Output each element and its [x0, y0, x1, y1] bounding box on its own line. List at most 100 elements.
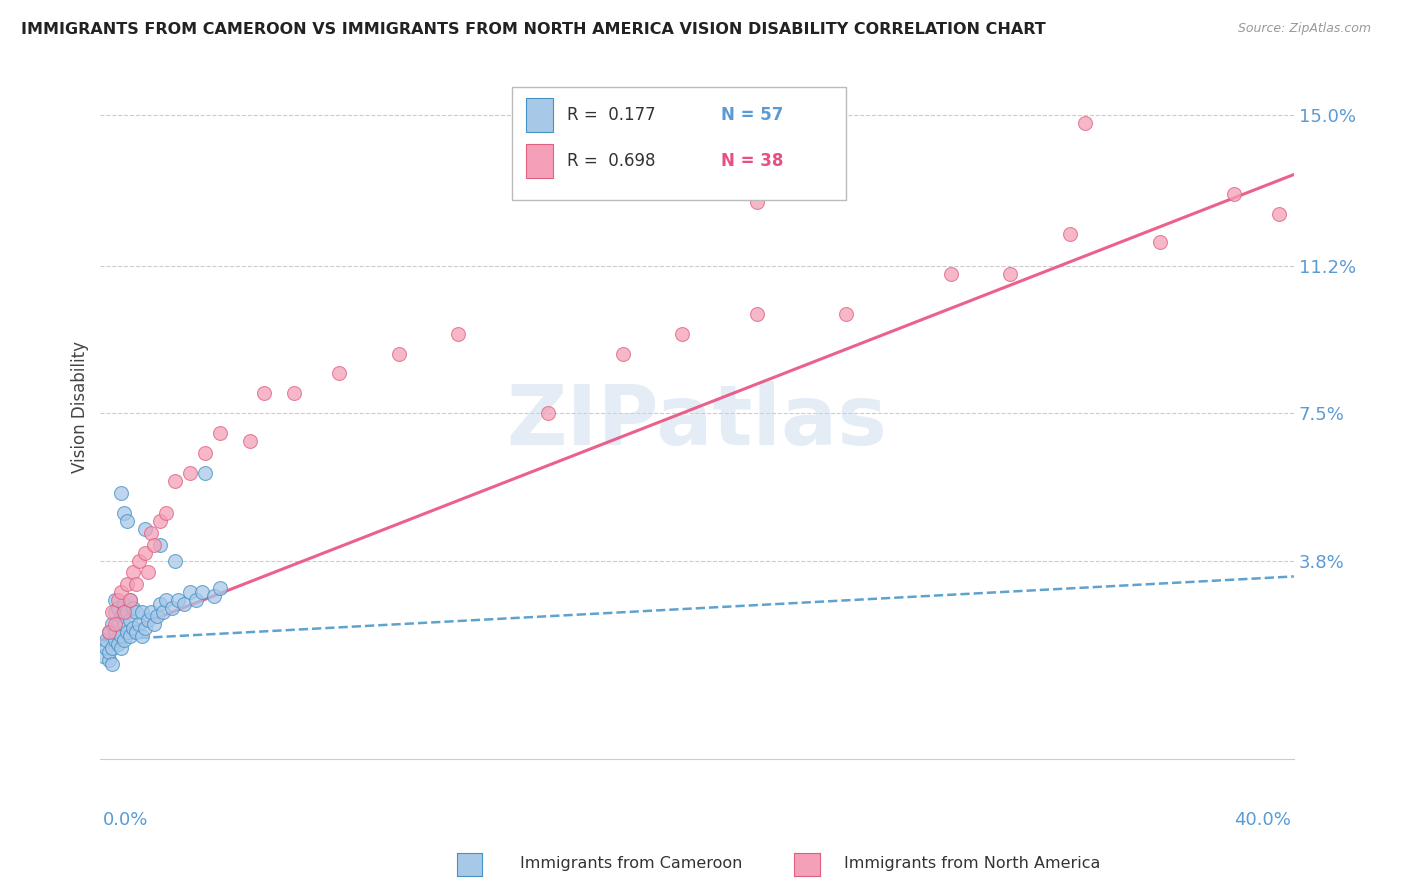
Point — [173, 597, 195, 611]
Point — [131, 605, 153, 619]
Point — [112, 506, 135, 520]
Point — [101, 641, 124, 656]
Point — [152, 605, 174, 619]
Point — [202, 590, 225, 604]
Point — [1059, 227, 1081, 242]
Point — [120, 593, 142, 607]
Point — [283, 386, 305, 401]
Point — [939, 267, 962, 281]
Point — [107, 593, 129, 607]
Point — [128, 553, 150, 567]
Point — [110, 641, 132, 656]
Point — [104, 617, 127, 632]
Point — [122, 621, 145, 635]
Point — [447, 326, 470, 341]
Text: ZIPatlas: ZIPatlas — [506, 381, 887, 462]
Point — [671, 326, 693, 341]
Point — [143, 617, 166, 632]
Point — [122, 566, 145, 580]
Point — [139, 525, 162, 540]
Point — [112, 617, 135, 632]
Point — [115, 625, 138, 640]
Point — [112, 597, 135, 611]
Text: 0.0%: 0.0% — [103, 811, 149, 830]
Point — [139, 605, 162, 619]
Bar — [526, 144, 553, 178]
Point — [122, 601, 145, 615]
Point — [1268, 207, 1291, 221]
Point — [115, 605, 138, 619]
Point — [96, 633, 118, 648]
Point — [110, 629, 132, 643]
Point — [104, 625, 127, 640]
Point — [131, 629, 153, 643]
Point — [104, 605, 127, 619]
Point — [104, 633, 127, 648]
Point — [91, 648, 114, 663]
Point — [112, 605, 135, 619]
Point — [191, 585, 214, 599]
Point — [149, 538, 172, 552]
Point — [167, 593, 190, 607]
Point — [110, 609, 132, 624]
Point — [128, 617, 150, 632]
Point — [120, 593, 142, 607]
Point — [537, 406, 560, 420]
Text: 40.0%: 40.0% — [1234, 811, 1291, 830]
Point — [155, 593, 177, 607]
Point — [136, 613, 159, 627]
Point — [163, 474, 186, 488]
Point — [1223, 187, 1246, 202]
Point — [612, 346, 634, 360]
Point — [120, 629, 142, 643]
Point — [101, 617, 124, 632]
Point — [194, 446, 217, 460]
Point — [98, 645, 121, 659]
Point — [115, 577, 138, 591]
Point — [149, 514, 172, 528]
Point — [1000, 267, 1022, 281]
Point — [98, 653, 121, 667]
Y-axis label: Vision Disability: Vision Disability — [72, 342, 89, 474]
Bar — [526, 98, 553, 132]
Point — [134, 621, 156, 635]
Point — [388, 346, 411, 360]
Text: IMMIGRANTS FROM CAMEROON VS IMMIGRANTS FROM NORTH AMERICA VISION DISABILITY CORR: IMMIGRANTS FROM CAMEROON VS IMMIGRANTS F… — [21, 22, 1046, 37]
Point — [134, 522, 156, 536]
Point — [208, 426, 231, 441]
Point — [253, 386, 276, 401]
Point — [179, 585, 201, 599]
Point — [98, 625, 121, 640]
Point — [101, 605, 124, 619]
Point — [112, 633, 135, 648]
Point — [107, 617, 129, 632]
Point — [194, 466, 217, 480]
Text: N = 38: N = 38 — [721, 152, 783, 169]
Point — [163, 553, 186, 567]
FancyBboxPatch shape — [512, 87, 846, 200]
Point — [96, 641, 118, 656]
Point — [160, 601, 183, 615]
Point — [238, 434, 260, 449]
Point — [835, 307, 858, 321]
Point — [101, 657, 124, 671]
Point — [107, 601, 129, 615]
Point — [745, 307, 768, 321]
Point — [745, 195, 768, 210]
Text: Immigrants from North America: Immigrants from North America — [844, 856, 1099, 871]
Point — [104, 593, 127, 607]
Point — [110, 585, 132, 599]
Point — [328, 367, 350, 381]
Text: R =  0.698: R = 0.698 — [567, 152, 655, 169]
Point — [208, 582, 231, 596]
Text: R =  0.177: R = 0.177 — [567, 106, 655, 124]
Point — [115, 514, 138, 528]
Point — [136, 566, 159, 580]
Text: N = 57: N = 57 — [721, 106, 783, 124]
Point — [125, 605, 148, 619]
Text: Immigrants from Cameroon: Immigrants from Cameroon — [520, 856, 742, 871]
Point — [125, 625, 148, 640]
Point — [120, 613, 142, 627]
Point — [155, 506, 177, 520]
Point — [134, 545, 156, 559]
